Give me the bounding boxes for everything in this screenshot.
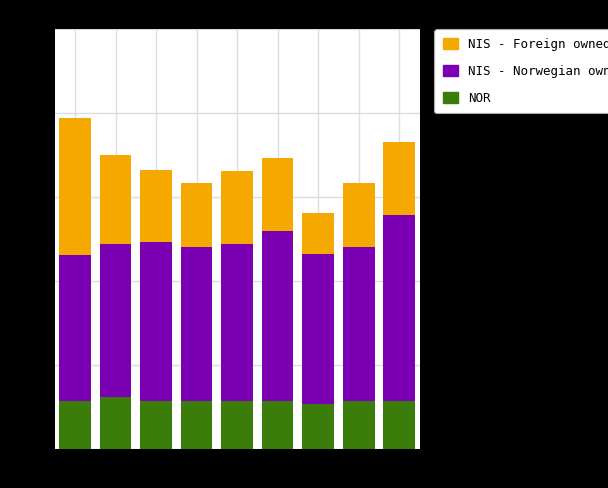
Bar [384,215,415,401]
Bar [181,247,212,401]
Bar [262,159,294,231]
Bar [140,401,172,449]
Bar [181,183,212,247]
Bar [59,118,91,255]
Bar [262,231,294,401]
Bar [140,243,172,401]
Legend: NIS - Foreign owned, NIS - Norwegian owned, NOR: NIS - Foreign owned, NIS - Norwegian own… [434,29,608,113]
Bar [59,401,91,449]
Bar [384,401,415,449]
Bar [140,170,172,243]
Bar [343,247,375,401]
Bar [100,244,131,397]
Bar [100,155,131,244]
Bar [343,183,375,247]
Bar [181,401,212,449]
Bar [384,142,415,215]
Bar [59,255,91,401]
Bar [262,401,294,449]
Bar [302,213,334,254]
Bar [221,401,253,449]
Bar [221,244,253,401]
Bar [100,397,131,449]
Bar [343,401,375,449]
Bar [221,171,253,244]
Bar [302,404,334,449]
Bar [302,254,334,404]
